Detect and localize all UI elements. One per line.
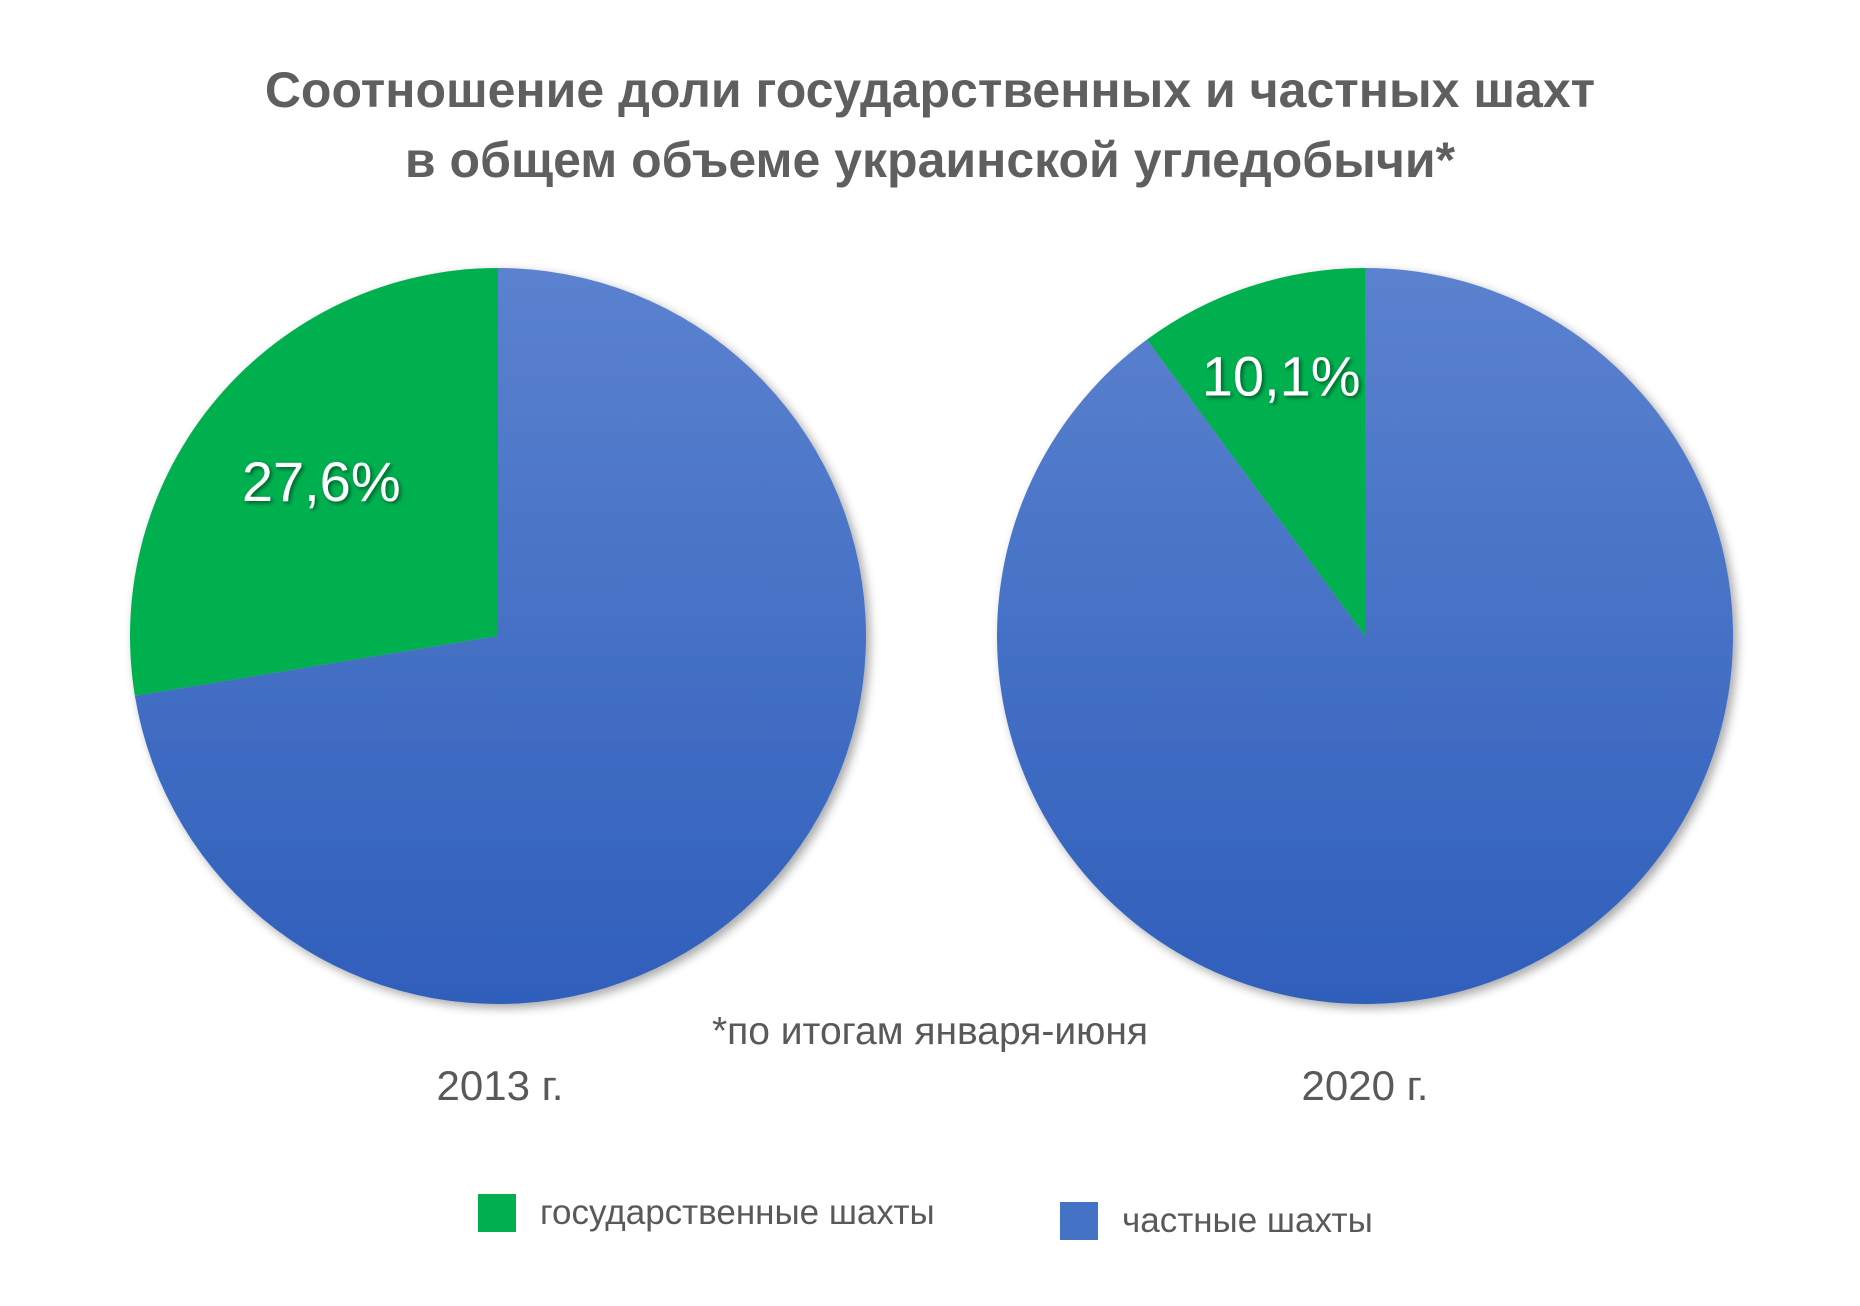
legend-label-private-mines: частные шахты xyxy=(1122,1201,1373,1240)
slice-data-label: 10,1% xyxy=(1202,345,1361,408)
legend-swatch-private-mines xyxy=(1060,1202,1098,1240)
pie-chart-2020: 10,1% xyxy=(997,268,1734,1004)
legend-item-private-mines: частные шахты xyxy=(1060,1196,1373,1246)
pie-slice-state-mines xyxy=(129,268,498,696)
footnote: *по итогам января-июня xyxy=(711,1010,1149,1053)
slice-data-label: 27,6% xyxy=(242,450,401,513)
pie-slice-state-mines xyxy=(1146,268,1365,636)
chart-title-line-1: Соотношение доли государственных и частн… xyxy=(264,62,1596,118)
legend-label-state-mines: государственные шахты xyxy=(540,1193,935,1232)
pie-label-2013: 2013 г. xyxy=(436,1062,564,1109)
legend-item-state-mines: государственные шахты xyxy=(478,1188,935,1238)
pie-slice-private-mines xyxy=(997,268,1734,1004)
chart-title: Соотношение доли государственных и частн… xyxy=(0,55,1860,195)
legend-swatch-state-mines xyxy=(478,1194,516,1232)
chart-title-line-2: в общем объеме украинской угледобычи* xyxy=(404,132,1456,188)
pie-label-2020: 2020 г. xyxy=(1301,1062,1429,1109)
pie-chart-2013: 27,6% xyxy=(129,268,867,1004)
legend: государственные шахты частные шахты xyxy=(0,1188,1860,1248)
pie-slice-private-mines xyxy=(134,268,867,1004)
